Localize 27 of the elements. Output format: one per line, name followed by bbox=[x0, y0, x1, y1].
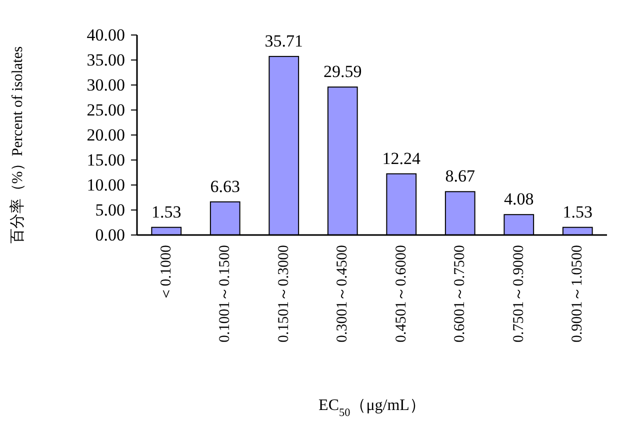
x-tick-label: 0.1501～0.3000 bbox=[276, 245, 292, 342]
data-label: 1.53 bbox=[562, 202, 592, 222]
data-label: 1.53 bbox=[152, 202, 182, 222]
x-tick-label: 0.6001～0.7500 bbox=[452, 245, 468, 342]
data-label: 6.63 bbox=[210, 176, 240, 196]
y-tick-label: 40.00 bbox=[86, 26, 125, 44]
y-tick-label: 10.00 bbox=[86, 176, 125, 194]
x-tick-label: 0.7501～0.9000 bbox=[510, 245, 527, 342]
x-tick-label: 0.1001～0.1500 bbox=[217, 245, 234, 342]
x-axis-title: EC$_{50}$（μg/mL） bbox=[318, 397, 426, 419]
y-axis-title: 百分率（%）Percent of isolates bbox=[9, 46, 26, 244]
y-tick-label: 20.00 bbox=[86, 126, 125, 144]
y-tick-label: 35.00 bbox=[86, 50, 125, 70]
data-label: 35.71 bbox=[264, 31, 303, 50]
y-tick-label: 25.00 bbox=[86, 100, 125, 120]
y-tick-label: 5.00 bbox=[95, 200, 125, 220]
data-label: 8.67 bbox=[445, 166, 476, 186]
data-label: 4.08 bbox=[504, 190, 534, 209]
x-tick-label: ＜0.1000 bbox=[158, 245, 174, 302]
data-label: 12.24 bbox=[382, 148, 421, 168]
x-tick-label: 0.3001～0.4500 bbox=[334, 245, 351, 342]
y-tick-label: 30.00 bbox=[86, 76, 125, 94]
x-tick-label: 0.4501～0.6000 bbox=[393, 245, 410, 342]
x-tick-label: 0.9001～1.0500 bbox=[570, 245, 586, 342]
y-tick-label: 15.00 bbox=[86, 150, 125, 170]
data-label: 29.59 bbox=[324, 62, 362, 82]
y-tick-label: 0.00 bbox=[95, 226, 125, 244]
